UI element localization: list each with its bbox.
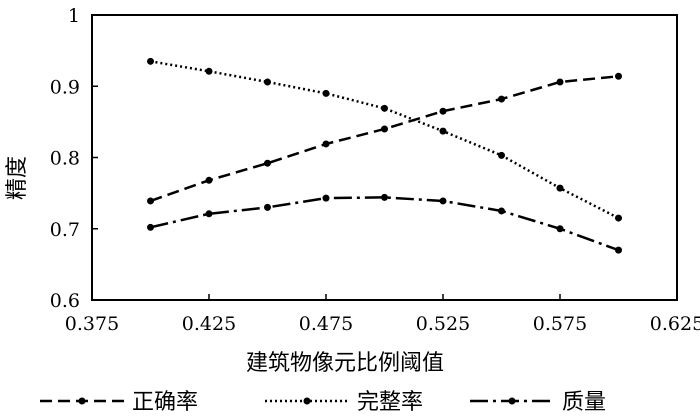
data-point xyxy=(498,207,505,215)
legend-marker xyxy=(78,397,86,405)
data-point xyxy=(615,72,622,80)
data-point xyxy=(615,246,622,254)
data-point xyxy=(615,214,622,222)
data-point xyxy=(381,125,388,133)
data-point xyxy=(147,57,154,65)
y-tick-label: 0.8 xyxy=(50,148,80,170)
plot-frame xyxy=(91,14,678,301)
data-point xyxy=(147,197,154,205)
axes: 0.375 0.425 0.475 0.525 0.575 0.625 0.6 0.7 0.8 0… xyxy=(50,5,700,335)
series-line-2 xyxy=(150,196,619,252)
data-point xyxy=(205,176,213,184)
y-tick-label: 0.7 xyxy=(50,219,80,241)
series-line-0 xyxy=(150,75,619,203)
legend-marker xyxy=(303,397,311,405)
data-point xyxy=(381,193,388,201)
data-point xyxy=(205,67,213,75)
x-tick-label: 0.475 xyxy=(299,313,353,335)
data-point xyxy=(322,89,330,97)
data-point xyxy=(498,95,505,103)
data-point xyxy=(439,197,447,205)
data-point xyxy=(498,151,505,159)
y-tick-label: 0.9 xyxy=(50,76,80,98)
x-tick-label: 0.575 xyxy=(533,313,587,335)
data-point xyxy=(264,159,271,167)
y-tick-label: 0.6 xyxy=(50,290,80,312)
data-point xyxy=(439,127,447,135)
data-point xyxy=(439,107,447,115)
data-point xyxy=(264,78,271,86)
x-tick-label: 0.625 xyxy=(650,313,700,335)
x-axis-label: 建筑物像元比例阈值 xyxy=(246,351,444,376)
y-axis-label: 精度 xyxy=(5,156,30,200)
y-tick-label: 1 xyxy=(68,5,80,27)
data-point xyxy=(556,225,564,233)
series-group xyxy=(147,57,622,254)
data-point xyxy=(264,203,271,211)
x-tick-label: 0.525 xyxy=(416,313,470,335)
x-tick-label: 0.375 xyxy=(65,313,119,335)
data-point xyxy=(322,140,330,148)
data-point xyxy=(205,210,213,218)
legend-label: 正确率 xyxy=(132,390,198,415)
legend: 正确率 完整率 质量 xyxy=(40,390,606,415)
legend-label: 质量 xyxy=(562,390,606,415)
legend-label: 完整率 xyxy=(357,390,423,415)
x-tick-label: 0.425 xyxy=(182,313,236,335)
data-point xyxy=(556,184,564,192)
data-point xyxy=(322,194,330,202)
data-point xyxy=(556,78,564,86)
legend-marker xyxy=(508,397,516,405)
data-point xyxy=(147,223,154,231)
data-point xyxy=(381,104,388,112)
